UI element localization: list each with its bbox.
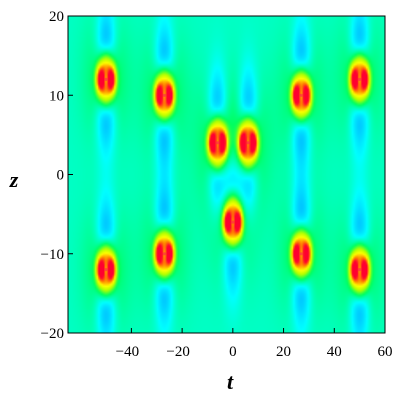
peak-marker-4 xyxy=(246,141,250,145)
peak-marker-3 xyxy=(216,141,220,145)
y-tick-label: −20 xyxy=(41,326,64,342)
y-tick-label: 10 xyxy=(49,88,64,104)
peak-marker-2 xyxy=(162,93,166,97)
peak-marker-8 xyxy=(162,252,166,256)
peak-marker-9 xyxy=(231,220,235,224)
y-tick-label: 0 xyxy=(57,168,65,184)
x-tick-label: −20 xyxy=(166,344,189,360)
y-tick-label: 20 xyxy=(49,9,64,25)
peak-marker-1 xyxy=(104,77,108,81)
x-tick-label: −40 xyxy=(116,344,139,360)
x-axis: −40 −20 0 20 40 60 xyxy=(116,328,393,360)
y-axis: 20 10 0 −10 −20 xyxy=(41,9,73,342)
peak-marker-5 xyxy=(299,93,303,97)
y-tick-label: −10 xyxy=(41,247,64,263)
heatmap-surface xyxy=(68,16,385,333)
x-tick-label: 0 xyxy=(229,344,237,360)
peak-marker-11 xyxy=(358,268,362,272)
peak-marker-10 xyxy=(299,252,303,256)
x-axis-title: t xyxy=(227,369,234,394)
x-tick-label: 20 xyxy=(276,344,291,360)
peak-marker-7 xyxy=(104,268,108,272)
y-axis-title: z xyxy=(9,167,19,192)
x-tick-label: 60 xyxy=(378,344,393,360)
peak-layer xyxy=(104,77,362,272)
peak-marker-6 xyxy=(358,77,362,81)
x-tick-label: 40 xyxy=(327,344,342,360)
plot-area xyxy=(68,16,385,333)
